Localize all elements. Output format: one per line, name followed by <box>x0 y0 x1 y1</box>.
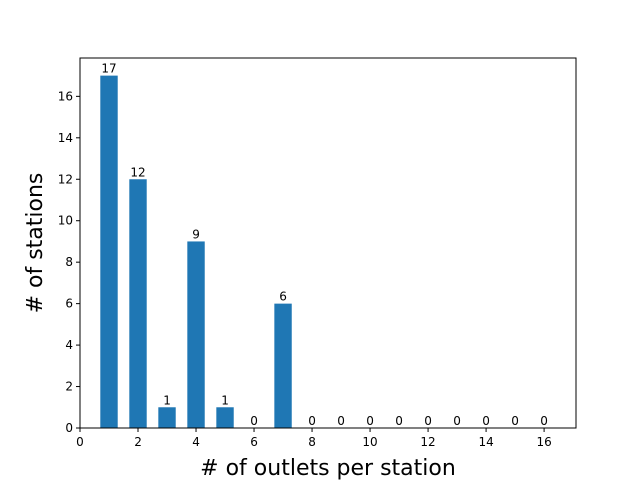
bar-value-label: 0 <box>482 414 490 428</box>
bar <box>274 303 292 428</box>
bar-value-label: 0 <box>453 414 461 428</box>
y-tick-label: 16 <box>58 89 73 103</box>
y-tick-label: 12 <box>58 172 73 186</box>
bar-value-label: 0 <box>366 414 374 428</box>
bar <box>129 179 147 428</box>
y-tick-label: 14 <box>58 131 73 145</box>
bar <box>216 407 234 428</box>
bar-value-label: 0 <box>511 414 519 428</box>
bar-value-label: 0 <box>424 414 432 428</box>
y-tick-label: 10 <box>58 214 73 228</box>
x-tick-label: 6 <box>250 435 258 449</box>
y-tick-label: 8 <box>65 255 73 269</box>
x-tick-label: 8 <box>308 435 316 449</box>
x-tick-label: 16 <box>536 435 551 449</box>
bar-value-label: 1 <box>163 393 171 407</box>
bar <box>187 241 205 428</box>
x-tick-label: 2 <box>134 435 142 449</box>
x-tick-label: 14 <box>478 435 493 449</box>
bar-value-label: 12 <box>130 165 145 179</box>
bar-value-label: 6 <box>279 290 287 304</box>
y-tick-label: 6 <box>65 297 73 311</box>
y-tick-label: 2 <box>65 380 73 394</box>
y-axis-title: # of stations <box>23 173 48 314</box>
plot-area <box>80 58 576 428</box>
x-axis-title: # of outlets per station <box>200 456 456 480</box>
bar-value-label: 0 <box>337 414 345 428</box>
bars-group <box>100 75 292 428</box>
bar-value-label: 17 <box>101 62 116 76</box>
plot-frame <box>79 57 577 429</box>
bar-value-label: 0 <box>308 414 316 428</box>
y-axis-ticks: 0 2 4 6 8 10 12 14 16 <box>58 89 80 435</box>
bar-value-label: 0 <box>250 414 258 428</box>
x-tick-label: 12 <box>420 435 435 449</box>
x-tick-label: 4 <box>192 435 200 449</box>
bar-value-label: 1 <box>221 393 229 407</box>
bar <box>158 407 176 428</box>
bar-labels-group: 17 12 1 9 1 0 6 0 0 0 0 0 0 0 0 0 <box>101 62 548 428</box>
x-axis-ticks: 0 2 4 6 8 10 12 14 16 <box>76 428 552 449</box>
x-tick-label: 0 <box>76 435 84 449</box>
y-tick-label: 4 <box>65 338 73 352</box>
bar <box>100 75 118 428</box>
bar-value-label: 0 <box>395 414 403 428</box>
y-tick-label: 0 <box>65 421 73 435</box>
x-tick-label: 10 <box>362 435 377 449</box>
bar-value-label: 0 <box>540 414 548 428</box>
bar-value-label: 9 <box>192 227 200 241</box>
